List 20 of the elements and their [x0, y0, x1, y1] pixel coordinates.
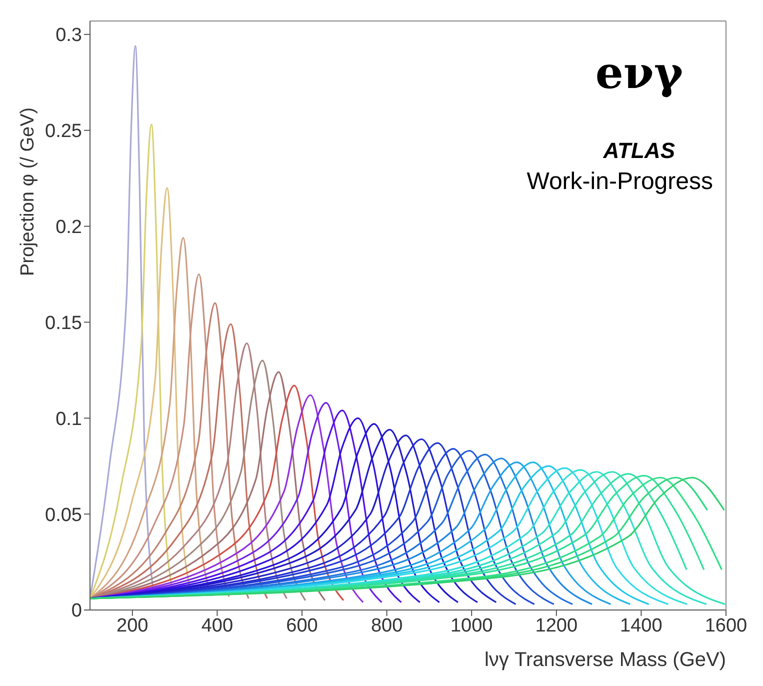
- x-tick-label: 1200: [535, 615, 578, 636]
- y-tick-label: 0.1: [56, 408, 82, 430]
- x-tick-label: 1000: [450, 615, 493, 636]
- y-tick-label: 0.05: [45, 504, 82, 526]
- annotation: ATLAS: [603, 138, 675, 164]
- y-tick-label: 0.25: [45, 121, 82, 142]
- x-tick-label: 1600: [704, 615, 748, 636]
- x-tick-label: 1400: [620, 615, 662, 636]
- y-tick-label: 0.3: [56, 25, 82, 46]
- y-tick-label: 0: [71, 600, 82, 622]
- x-axis-title: lνγ Transverse Mass (GeV): [484, 649, 726, 671]
- y-tick-label: 0.15: [45, 312, 82, 334]
- y-tick-label: 0.2: [56, 217, 82, 238]
- x-tick-label: 600: [286, 615, 318, 636]
- x-tick-label: 800: [370, 615, 403, 636]
- x-tick-label: 200: [116, 615, 148, 636]
- annotation: Work-in-Progress: [526, 168, 713, 196]
- annotation: eνγ: [595, 48, 683, 99]
- y-axis-title: Projection φ (/ GeV): [17, 107, 38, 276]
- x-tick-label: 400: [201, 615, 234, 636]
